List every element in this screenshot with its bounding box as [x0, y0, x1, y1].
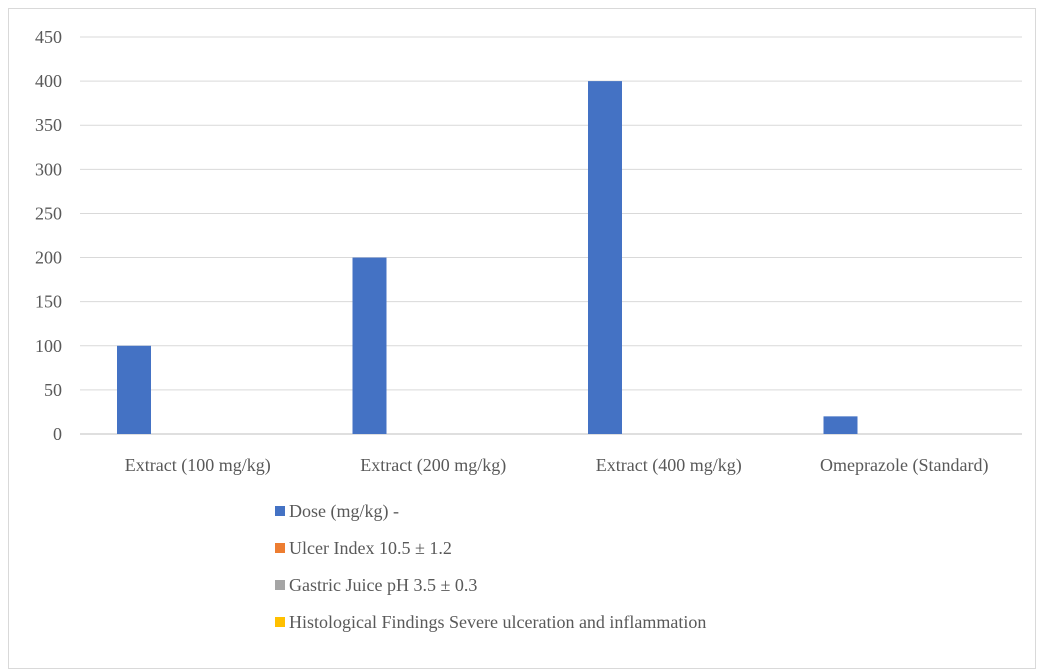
legend-swatch — [275, 543, 285, 553]
y-tick-label: 400 — [35, 71, 62, 91]
gridlines — [80, 36, 1022, 435]
legend-swatch — [275, 617, 285, 627]
legend-swatch — [275, 506, 285, 516]
y-tick-label: 150 — [35, 292, 62, 312]
y-tick-label: 50 — [44, 380, 62, 400]
x-tick-label: Omeprazole (Standard) — [820, 455, 988, 476]
y-tick-label: 300 — [35, 159, 62, 179]
x-tick-label: Extract (400 mg/kg) — [596, 455, 742, 476]
legend-label: Dose (mg/kg) - — [289, 501, 399, 522]
bar — [823, 416, 858, 434]
bars — [117, 81, 858, 434]
y-tick-label: 350 — [35, 115, 62, 135]
y-tick-label: 200 — [35, 248, 62, 268]
y-tick-label: 450 — [35, 27, 62, 47]
bar — [352, 257, 387, 434]
legend: Dose (mg/kg) - Ulcer Index 10.5 ± 1.2 Gast… — [275, 501, 706, 632]
chart-area — [8, 8, 1036, 669]
legend-label: Ulcer Index 10.5 ± 1.2 — [289, 538, 452, 558]
legend-label: Gastric Juice pH 3.5 ± 0.3 — [289, 575, 477, 595]
y-axis: 0 50 100 150 200 250 300 350 400 450 — [35, 27, 62, 444]
x-axis: Extract (100 mg/kg) Extract (200 mg/kg) Ex… — [125, 455, 989, 476]
bar — [117, 345, 151, 434]
x-tick-label: Extract (200 mg/kg) — [360, 455, 506, 476]
bar — [588, 81, 622, 434]
x-tick-label: Extract (100 mg/kg) — [125, 455, 271, 476]
legend-swatch — [275, 580, 285, 590]
y-tick-label: 0 — [53, 424, 62, 444]
legend-label: Histological Findings Severe ulceration … — [289, 612, 706, 632]
y-tick-label: 100 — [35, 336, 62, 356]
y-tick-label: 250 — [35, 203, 62, 223]
